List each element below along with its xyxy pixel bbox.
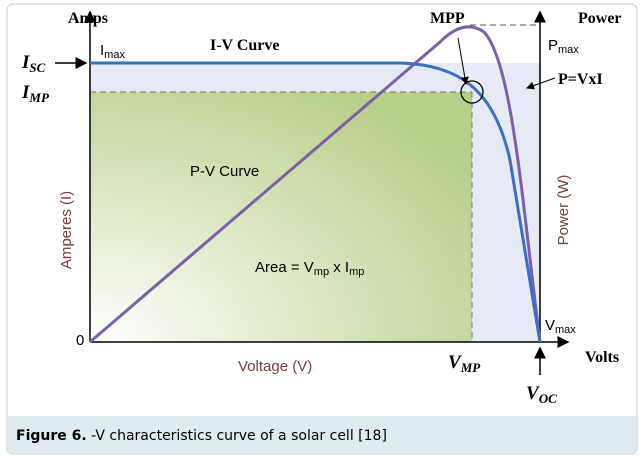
amperes-axis: Amperes (I)	[58, 191, 75, 269]
text-part: V	[448, 352, 462, 373]
p-max: Pmax	[548, 37, 579, 56]
v-max: Vmax	[545, 317, 576, 336]
text-part: I	[100, 42, 104, 59]
text-part: mp	[314, 266, 329, 278]
amps: Amps	[68, 10, 108, 27]
text-part: P	[548, 37, 558, 54]
text-part: SC	[29, 60, 45, 75]
v-mp: VMP	[448, 352, 481, 375]
text-part: MP	[28, 90, 50, 105]
origin: 0	[76, 332, 84, 349]
iv-label: I-V Curve	[210, 37, 279, 54]
text-part: V	[526, 383, 540, 404]
p-arrow	[526, 77, 556, 90]
volts: Volts	[585, 349, 619, 366]
text-part: -V characteristics curve of a solar cell…	[87, 428, 387, 444]
v-oc: VOC	[526, 383, 557, 406]
area-label: Area = Vmp x Imp	[255, 259, 364, 278]
p-formula: P=VxI	[558, 71, 603, 88]
text-part: Area = V	[255, 259, 314, 276]
mpp: MPP	[430, 10, 465, 27]
text-part: MP	[460, 360, 482, 375]
caption: Figure 6. -V characteristics curve of a …	[16, 428, 387, 444]
voltage-axis: Voltage (V)	[238, 358, 312, 375]
text-part: mp	[349, 266, 364, 278]
mpp-circle	[460, 80, 484, 104]
mpp-arrow	[457, 37, 469, 85]
i-max: Imax	[100, 42, 125, 61]
power: Power	[578, 10, 622, 27]
mp-area	[90, 92, 472, 342]
text-part: x I	[329, 259, 349, 276]
power-axis-label: Power (W)	[555, 175, 572, 246]
i-mp: IMP	[21, 82, 50, 105]
iv-curve	[90, 61, 542, 343]
text-part: OC	[539, 391, 557, 406]
text-part: max	[558, 44, 579, 56]
text-part: V	[545, 317, 555, 334]
text-part: max	[104, 49, 125, 61]
pv-label: P-V Curve	[190, 163, 259, 180]
text-part: I	[21, 82, 30, 103]
text-part: Figure 6.	[16, 428, 87, 444]
i-sc: ISC	[21, 52, 46, 75]
pv-curve	[89, 25, 542, 344]
caption-box	[8, 416, 636, 453]
text-part: I	[21, 52, 30, 73]
text-part: max	[555, 324, 576, 336]
